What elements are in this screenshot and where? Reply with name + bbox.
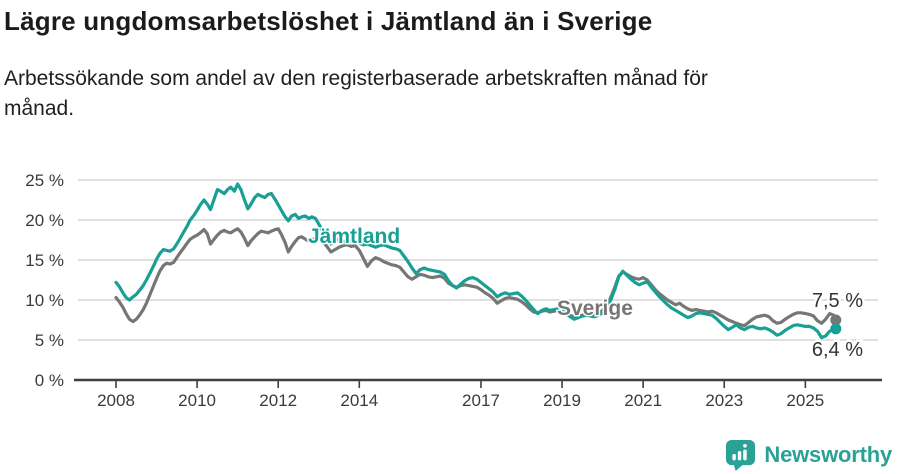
x-tick-label: 2008 [97,391,135,410]
y-tick-label: 25 % [25,171,64,190]
y-axis-labels: 0 % 5 % 10 % 15 % 20 % 25 % [25,171,64,390]
jamtland-series-label: Jämtland [308,225,400,248]
newsworthy-logo-text: Newsworthy [764,442,892,467]
x-tick-label: 2014 [340,391,378,410]
y-tick-label: 5 % [35,331,64,350]
newsworthy-logo[interactable]: Newsworthy [725,439,892,471]
gridlines [78,179,878,341]
x-tick-label: 2010 [178,391,216,410]
y-tick-label: 20 % [25,211,64,230]
page-title: Lägre ungdomsarbetslöshet i Jämtland än … [4,6,653,36]
y-tick-label: 15 % [25,251,64,270]
x-tick-label: 2017 [462,391,500,410]
x-tick-label: 2012 [259,391,297,410]
sverige-series-label: Sverige [557,297,633,320]
sverige-end-dot [830,314,842,326]
jamtland-line [114,182,838,340]
subtitle-line-1: Arbetssökande som andel av den registerb… [4,67,708,90]
jamtland-end-value-label: 6,4 % [812,339,863,361]
newsworthy-bubble-chart-icon [726,439,756,471]
subtitle-line-2: månad. [4,97,75,120]
jamtland-end-dot [830,323,842,335]
chart-subtitle: Arbetssökande som andel av den registerb… [4,64,864,124]
sverige-end-value-label: 7,5 % [812,290,863,312]
x-tick-label: 2025 [786,391,824,410]
y-tick-label: 0 % [35,371,64,390]
x-tick-label: 2021 [624,391,662,410]
x-axis [74,378,882,388]
x-axis-labels: 2008 2010 2012 2014 2017 2019 2021 2023 2025 [97,391,824,410]
y-tick-label: 10 % [25,291,64,310]
x-tick-label: 2023 [705,391,743,410]
x-tick-label: 2019 [543,391,581,410]
